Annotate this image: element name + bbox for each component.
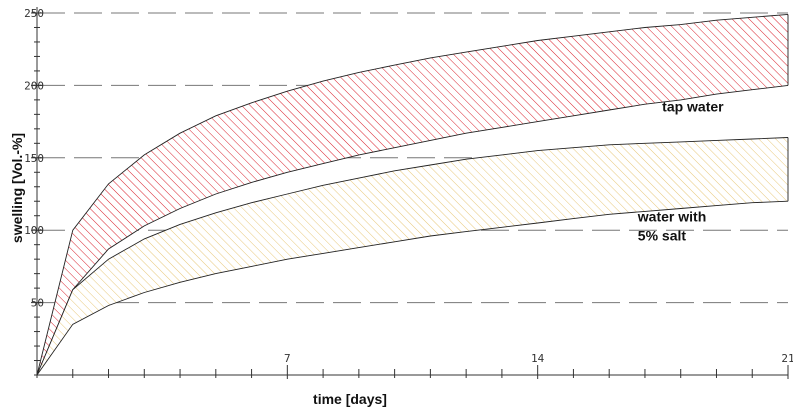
y-tick-label-150: 150	[24, 152, 44, 165]
band-lower-line-tap-water	[36, 84, 789, 376]
band-upper-line-water-with-5-salt	[36, 137, 789, 376]
x-tick-label-14: 14	[531, 352, 545, 365]
band-tap-water	[37, 14, 788, 376]
y-tick-label-100: 100	[24, 224, 44, 237]
band-labels: tap water water with 5% salt	[637, 98, 724, 243]
band-water-with-5-salt	[37, 137, 788, 375]
band-upper-line-tap-water	[36, 13, 789, 376]
x-axis-title: time [days]	[313, 391, 387, 407]
y-tick-label-250: 250	[24, 7, 44, 20]
y-tick-label-50: 50	[31, 297, 44, 310]
tick-labels: 50 100 150 200 250 7 14 21	[24, 7, 793, 365]
swelling-bands	[36, 13, 789, 376]
axes	[31, 7, 789, 379]
y-tick-label-200: 200	[24, 79, 44, 92]
band-lower-line-water-with-5-salt	[36, 200, 789, 376]
y-axis-title: swelling [Vol.-%]	[9, 133, 25, 243]
band-label-tap-water: tap water	[662, 98, 724, 114]
x-tick-label-7: 7	[284, 352, 291, 365]
band-label-salt-water: water with 5% salt	[637, 209, 706, 244]
x-tick-label-21: 21	[781, 352, 793, 365]
